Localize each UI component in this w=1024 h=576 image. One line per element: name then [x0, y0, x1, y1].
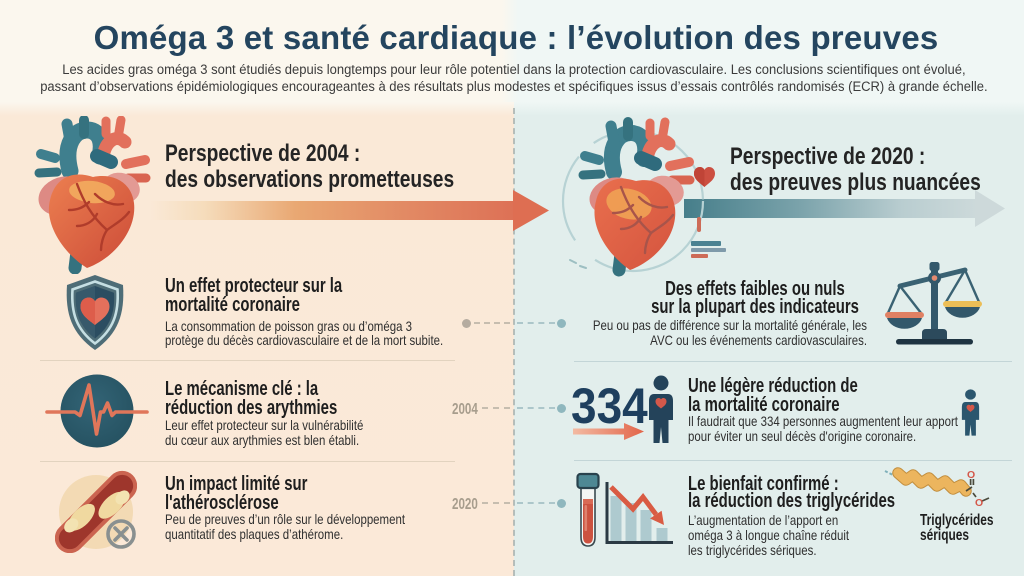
svg-text:O: O	[975, 497, 983, 509]
svg-text:O: O	[967, 469, 975, 481]
